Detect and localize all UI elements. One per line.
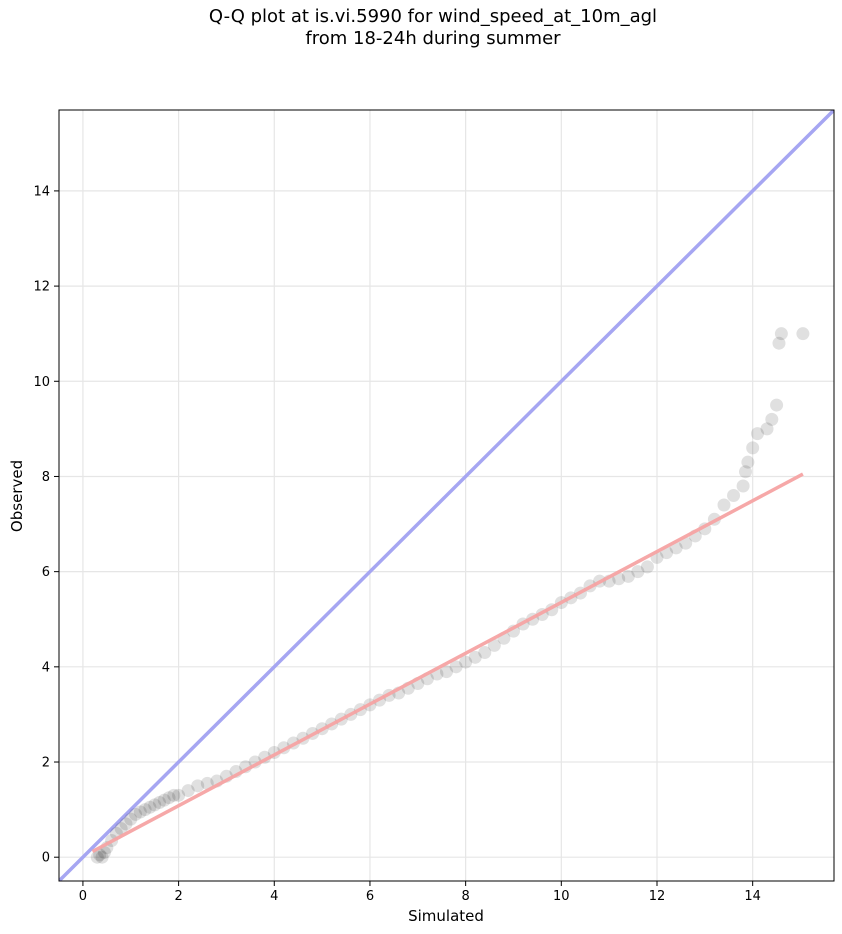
x-tick-label: 8: [461, 889, 469, 904]
qq-point: [97, 845, 111, 859]
chart-title-block: Q-Q plot at is.vi.5990 for wind_speed_at…: [0, 6, 842, 50]
axis-ticks: 0 2 4 6 8 10 12 14 0 2 4 6 8 10 12 14: [33, 184, 760, 904]
qq-point: [148, 798, 162, 812]
qq-point: [181, 784, 195, 798]
fit-line: [91, 472, 804, 854]
plot-area: [59, 110, 834, 881]
qq-point: [741, 455, 755, 469]
x-tick-label: 0: [79, 889, 87, 904]
qq-point: [640, 560, 654, 574]
y-tick-label: 12: [33, 280, 50, 295]
y-tick-label: 14: [33, 184, 50, 199]
qq-point: [468, 650, 482, 664]
qq-point: [162, 791, 176, 805]
qq-point: [459, 655, 473, 669]
qq-point: [449, 660, 463, 674]
qq-point: [717, 498, 731, 512]
qq-point: [727, 489, 741, 502]
qq-point: [129, 807, 143, 821]
qq-point: [119, 817, 133, 831]
y-tick-label: 10: [33, 375, 50, 390]
x-tick-label: 14: [744, 889, 761, 904]
qq-point: [770, 398, 784, 412]
plot-frame: [58, 109, 835, 882]
qq-point: [772, 336, 786, 350]
qq-point: [90, 850, 104, 864]
qq-point: [191, 779, 205, 793]
qq-point: [487, 638, 501, 652]
y-axis-label: Observed: [8, 460, 26, 532]
qq-point: [621, 569, 635, 583]
qq-point: [167, 788, 181, 802]
qq-point: [124, 812, 138, 826]
qq-point: [750, 427, 764, 441]
chart-title: Q-Q plot at is.vi.5990 for wind_speed_at…: [208, 6, 658, 27]
qq-point: [760, 422, 774, 436]
grid-lines: [59, 110, 834, 881]
x-tick-label: 12: [649, 889, 666, 904]
qq-point: [133, 805, 147, 819]
qq-point: [738, 465, 752, 479]
qq-point: [440, 665, 453, 679]
qq-point: [152, 795, 166, 809]
qq-point: [631, 565, 645, 579]
qq-point: [138, 803, 152, 817]
x-tick-label: 4: [270, 889, 278, 904]
qq-point: [478, 646, 492, 660]
x-tick-label: 2: [174, 889, 182, 904]
qq-point: [93, 848, 107, 862]
x-axis-label: Simulated: [408, 907, 484, 925]
y-tick-label: 2: [42, 756, 50, 771]
qq-point: [796, 327, 810, 341]
qq-point: [746, 441, 760, 455]
y-tick-label: 6: [42, 565, 50, 580]
qq-point: [157, 793, 171, 807]
identity-line: [59, 110, 834, 881]
qq-point: [114, 822, 128, 836]
y-tick-label: 8: [42, 470, 50, 485]
qq-point: [95, 850, 109, 864]
x-tick-label: 6: [366, 889, 374, 904]
qq-point: [774, 327, 788, 341]
qq-point: [143, 800, 157, 814]
chart-subtitle: from 18-24h during summer: [305, 28, 561, 49]
x-tick-label: 10: [553, 889, 570, 904]
y-tick-label: 0: [42, 851, 50, 866]
qq-point: [736, 479, 750, 493]
qq-point: [172, 788, 186, 802]
qq-point: [200, 776, 214, 790]
y-tick-label: 4: [42, 660, 50, 675]
qq-point: [765, 412, 779, 426]
